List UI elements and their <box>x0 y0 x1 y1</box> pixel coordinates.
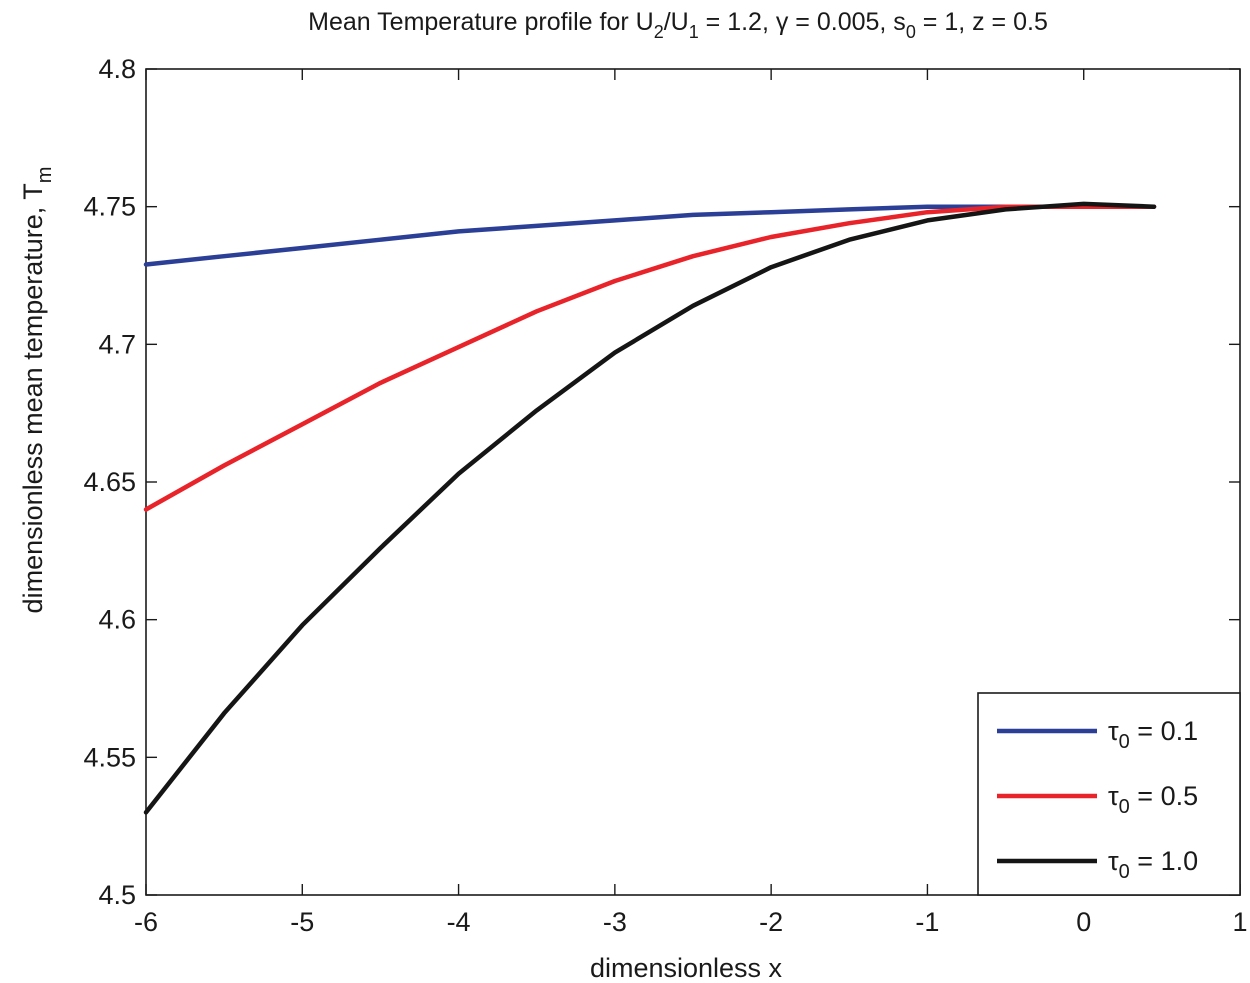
y-tick-label: 4.5 <box>98 880 136 910</box>
y-tick-label: 4.75 <box>83 192 136 222</box>
axis-ticks <box>145 68 1241 896</box>
y-tick-label: 4.7 <box>98 329 136 359</box>
series-line-2 <box>143 204 1157 512</box>
x-tick-label: 0 <box>1076 907 1091 937</box>
x-tick-label: -5 <box>290 907 314 937</box>
x-tick-labels: -6 -5 -4 -3 -2 -1 0 1 <box>134 907 1248 937</box>
series-lines <box>143 201 1157 815</box>
y-tick-label: 4.55 <box>83 742 136 772</box>
x-tick-label: -2 <box>759 907 783 937</box>
x-axis-label: dimensionless x <box>590 953 783 983</box>
series-line-3 <box>143 201 1157 815</box>
y-tick-labels: 4.5 4.55 4.6 4.65 4.7 4.75 4.8 <box>83 54 136 910</box>
x-tick-label: -4 <box>447 907 471 937</box>
y-tick-label: 4.8 <box>98 54 136 84</box>
y-tick-label: 4.6 <box>98 605 136 635</box>
legend: τ0 = 0.1 τ0 = 0.5 τ0 = 1.0 <box>977 692 1241 896</box>
x-tick-label: -6 <box>134 907 158 937</box>
chart-title: Mean Temperature profile for U2/U1 = 1.2… <box>308 8 1048 42</box>
y-axis-label: dimensionless mean temperature, Tm <box>18 167 56 614</box>
legend-label-2: τ0 = 0.5 <box>1108 781 1198 818</box>
legend-label-1: τ0 = 0.1 <box>1108 716 1198 753</box>
y-tick-label: 4.65 <box>83 467 136 497</box>
x-tick-label: -1 <box>915 907 939 937</box>
x-tick-label: -3 <box>603 907 627 937</box>
legend-label-3: τ0 = 1.0 <box>1108 846 1198 883</box>
x-tick-label: 1 <box>1232 907 1247 937</box>
